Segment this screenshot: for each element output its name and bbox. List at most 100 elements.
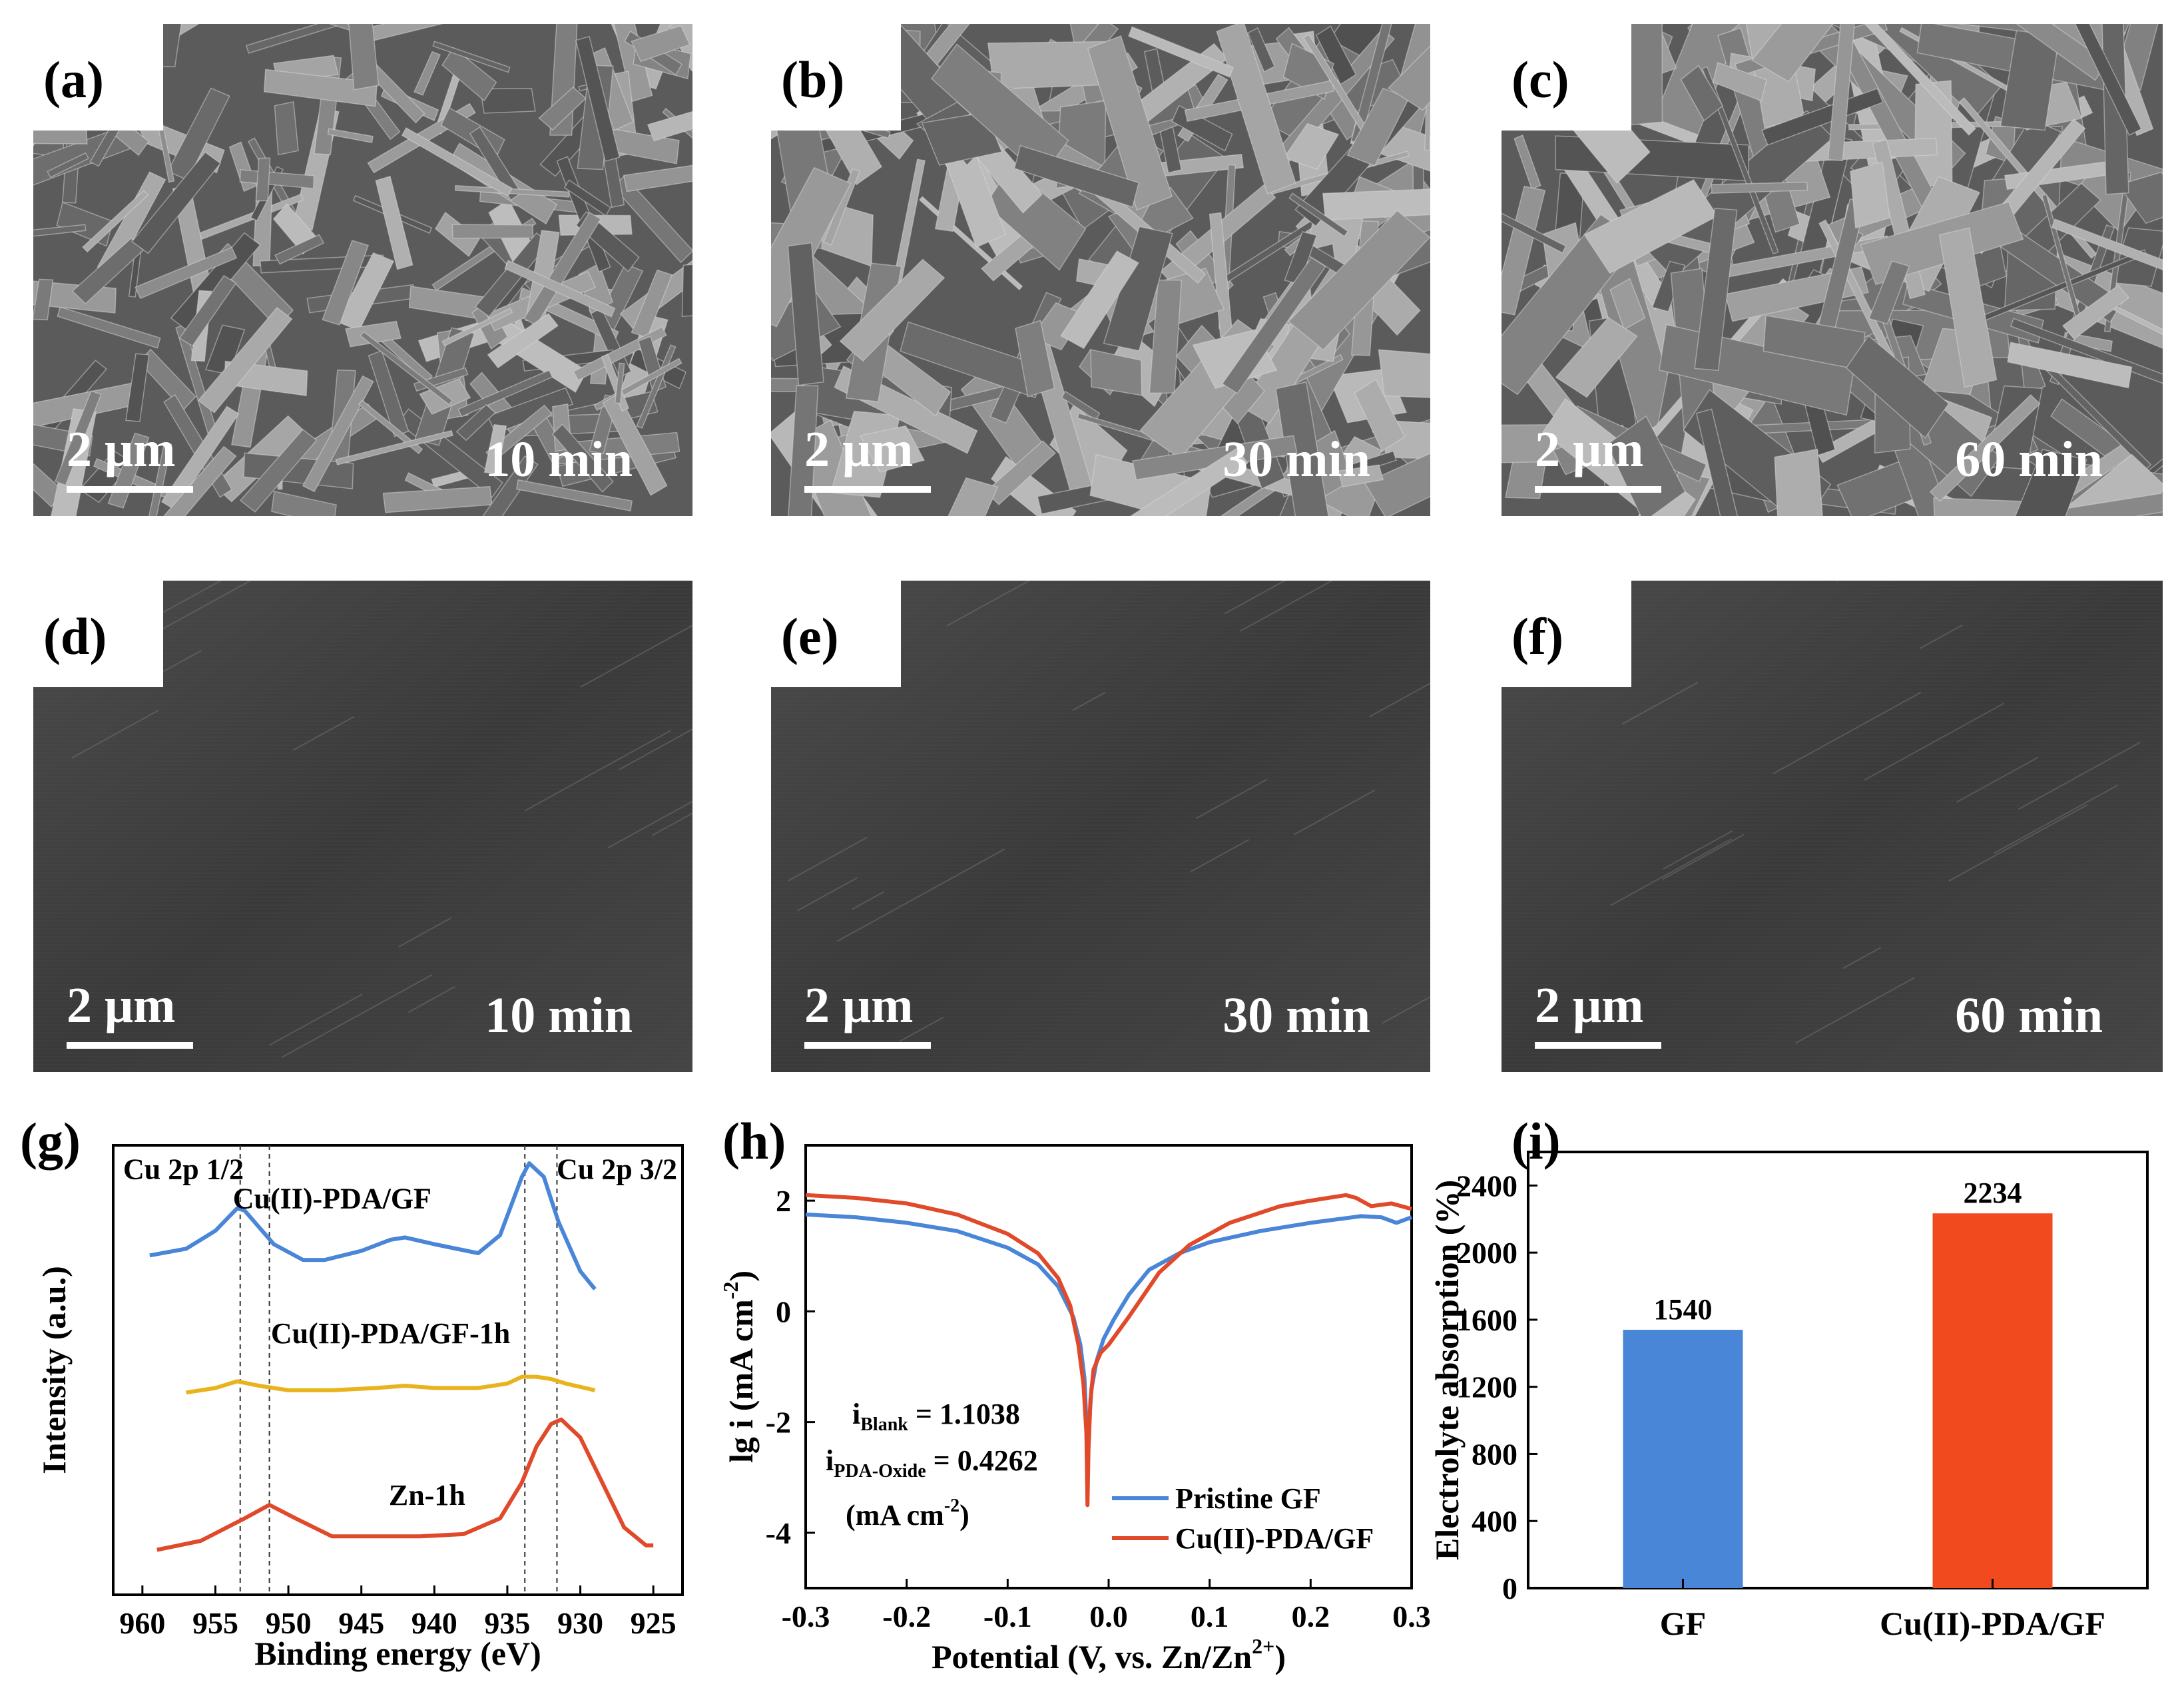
x-tick-label: -0.2 [882,1599,931,1633]
sem-scratch [1621,682,1699,725]
sem-flake [131,151,222,254]
sem-scratch [946,581,1031,627]
sem-flake [575,35,621,162]
sem-flake [245,24,345,54]
legend-label: Cu(II)-PDA/GF [1175,1522,1374,1555]
x-tick-label: 0.3 [1392,1599,1431,1633]
sem-flake [1938,227,1998,388]
sem-flake [1337,464,1384,487]
y-tick-label: 800 [1472,1437,1517,1471]
sem-flake [2014,449,2087,516]
sem-flake [33,278,54,321]
sem-flake [1606,415,1686,516]
sem-flake [631,269,673,338]
sem-flake [1354,378,1406,452]
scale-bar-label: 2 μm [67,978,175,1033]
y-tick-label: -2 [766,1406,791,1440]
sem-flake [335,429,454,465]
sem-scratch [1948,804,2088,882]
x-tick-label: 940 [411,1606,457,1640]
annotation-units: (mA cm-2) [846,1496,969,1532]
sem-flake [1929,394,2041,502]
sem-scratch [2018,741,2141,810]
panel-letter: (g) [20,1112,81,1170]
sem-image [771,24,1430,516]
scale-bar-label: 2 μm [804,978,913,1033]
panel-letter-box [768,577,901,687]
series-line [186,1374,596,1395]
sem-flake [255,157,271,202]
x-tick-label: 925 [631,1606,677,1640]
sem-scratch [1663,830,1733,870]
sem-flake [2074,24,2142,137]
sem-flake [787,242,824,386]
series-label: Zn-1h [389,1479,465,1512]
sem-scratch [1369,682,1430,718]
sem-scratch [1842,947,1882,970]
sem-scratch [269,993,363,1046]
sem-scratch [1072,691,1106,711]
x-category-label: GF [1660,1605,1706,1642]
sem-flake [602,393,668,496]
panel-letter-box [30,21,163,131]
y-axis-title: lg i (mA cm-2) [718,1270,760,1463]
panel-letter-box [768,21,901,131]
sem-flake [788,385,819,516]
sem-flake [135,246,238,300]
sem-scratch [1864,703,2005,781]
annotation-i-pda: iPDA-Oxide = 0.4262 [826,1444,1038,1482]
time-label: 30 min [1223,431,1370,487]
sem-flake [483,423,507,475]
panel-letter: (d) [43,607,107,665]
sem-scratch [796,877,858,912]
y-tick-label: 2 [776,1184,791,1218]
sem-flake [839,258,946,362]
x-category-label: Cu(II)-PDA/GF [1880,1605,2105,1642]
sem-flake [538,86,587,131]
scale-bar-label: 2 μm [67,422,175,477]
sem-flake [1387,45,1430,111]
x-tick-label: -0.3 [782,1599,830,1633]
sem-panel-d: (d) 2 μm 10 min [30,577,692,1072]
sem-flake [263,69,378,107]
sem-flake [1695,408,1739,516]
panel-letter-box [1498,577,1631,687]
sem-flake [623,164,692,192]
x-tick-label: 955 [192,1606,238,1640]
sem-scratch [150,581,222,620]
sem-flake [1287,210,1430,351]
panel-letter: (b) [781,51,844,109]
sem-flake [1216,24,1296,195]
sem-scratch [1196,778,1268,819]
y-tick-label: 2400 [1456,1169,1517,1203]
sem-flake [1712,61,1767,102]
sem-flake [348,24,380,91]
sem-flake [327,128,374,143]
panel-letter-box [30,577,163,687]
sem-flake [57,306,161,349]
sem-flake [82,190,149,253]
sem-flake [271,490,337,516]
sem-scratch [1920,624,1963,649]
sem-flake [401,127,513,197]
sem-flake [455,404,496,441]
x-tick-label: 0.1 [1191,1599,1229,1633]
sem-flake [1090,349,1143,396]
sem-flake [178,274,237,347]
panel-letter: (h) [722,1112,786,1170]
sem-scratch [580,625,692,688]
sem-flake [1015,320,1055,398]
sem-panel-b: (b) 2 μm 30 min [768,21,1430,516]
sem-flake [487,312,559,369]
sem-flake [900,321,1045,399]
sem-flake [47,152,90,178]
panel-letter: (e) [781,607,839,665]
sem-scratch [852,891,885,910]
y-axis-title: Intensity (a.u.) [35,1266,73,1474]
sem-scratch [1190,839,1250,873]
sem-scratch [71,709,159,759]
sem-flake [345,320,402,348]
sem-flake [1129,447,1248,516]
sem-flake [1209,212,1233,338]
x-tick-label: 0.2 [1292,1599,1330,1633]
